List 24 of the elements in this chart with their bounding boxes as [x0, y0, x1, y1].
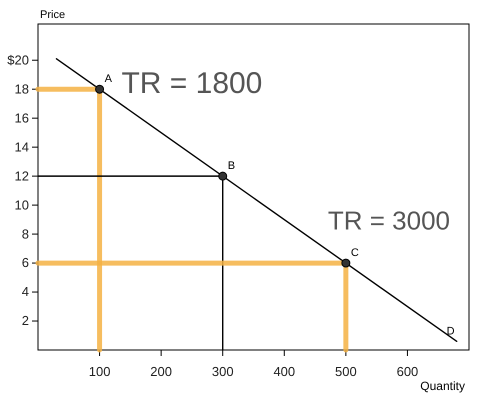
annotation: B	[228, 160, 236, 172]
y-tick-label: 4	[22, 284, 29, 300]
annotation: C	[350, 247, 359, 260]
y-axis-title: Price	[40, 9, 66, 21]
y-tick-label: 12	[14, 168, 29, 184]
y-tick-label: 10	[14, 197, 29, 212]
annotation: TR = 1800	[121, 67, 262, 100]
x-tick-label: 500	[335, 364, 357, 379]
annotation: A	[104, 73, 113, 86]
x-tick-label: 300	[212, 364, 234, 379]
x-tick-label: 200	[150, 364, 172, 379]
y-tick-label: $20	[7, 52, 29, 68]
y-tick-label: 6	[22, 255, 29, 270]
x-tick-label: 100	[88, 364, 110, 379]
x-tick-label: 400	[273, 364, 296, 379]
x-tick-label: 600	[396, 364, 418, 379]
y-tick-label: 16	[14, 110, 29, 126]
x-axis-title: Quantity	[420, 379, 465, 393]
annotation: TR = 3000	[328, 206, 450, 236]
annotation: D	[446, 325, 455, 338]
y-tick-label: 2	[22, 313, 29, 328]
y-tick-label: 8	[22, 226, 29, 242]
y-tick-label: 14	[14, 139, 29, 154]
y-tick-label: 18	[14, 81, 29, 96]
